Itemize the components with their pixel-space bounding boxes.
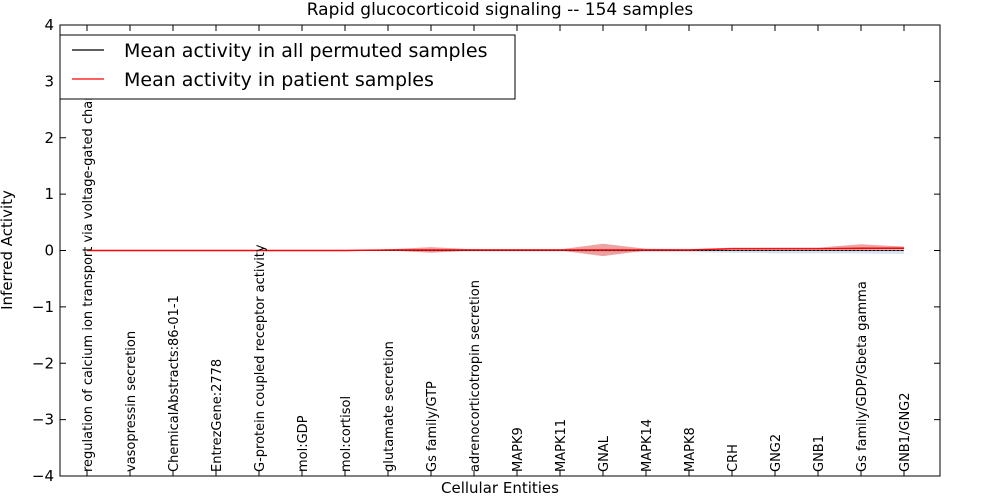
x-tick-label: GNAL [597,435,612,472]
y-tick-label: 0 [44,242,54,260]
x-tick-label: glutamate secretion [382,341,397,472]
y-axis: 4 3 2 1 0 −1 −2 −3 −4 [32,16,940,485]
y-tick-label: 3 [44,72,54,90]
series-lines [87,247,904,252]
x-tick-label: MAPK8 [683,427,698,472]
x-tick-label: vasopressin secretion [124,331,139,472]
y-tick-label: 4 [44,16,54,34]
x-tick-label: Gs family/GDP/Gbeta gamma [855,281,870,472]
x-tick-label: MAPK11 [554,419,569,472]
x-tick-label: EntrezGene:2778 [210,359,225,472]
legend: Mean activity in all permuted samples Me… [59,34,516,100]
y-tick-label: 1 [44,185,54,203]
x-tick-label: MAPK14 [640,419,655,472]
x-tick-label: GNB1 [812,435,827,472]
x-tick-label: mol:cortisol [339,396,354,472]
legend-label-patient: Mean activity in patient samples [124,69,434,91]
y-axis-label: Inferred Activity [0,190,16,310]
x-tick-label: CRH [726,444,741,472]
legend-label-permuted: Mean activity in all permuted samples [124,40,487,62]
y-tick-label: −3 [32,411,54,429]
x-tick-label: GNG2 [769,434,784,472]
y-tick-label: 2 [44,129,54,147]
x-tick-labels: regulation of calcium ion transport via … [81,73,913,472]
x-tick-label: mol:GDP [296,415,311,472]
y-tick-label: −1 [32,298,54,316]
x-tick-label: adrenocorticotropin secretion [468,280,483,472]
x-tick-label: Gs family/GTP [425,381,440,472]
series-line-1 [87,247,904,252]
x-tick-label: GNB1/GNG2 [898,392,913,472]
x-tick-label: regulation of calcium ion transport via … [81,73,96,472]
y-tick-label: −2 [32,354,54,372]
y-tick-label: −4 [32,467,54,485]
x-tick-label: G-protein coupled receptor activity [253,244,268,472]
x-axis-label: Cellular Entities [441,479,559,497]
chart-title: Rapid glucocorticoid signaling -- 154 sa… [307,0,694,20]
legend-box [59,34,516,100]
x-tick-label: ChemicalAbstracts:86-01-1 [167,295,182,472]
x-tick-label: MAPK9 [511,427,526,472]
